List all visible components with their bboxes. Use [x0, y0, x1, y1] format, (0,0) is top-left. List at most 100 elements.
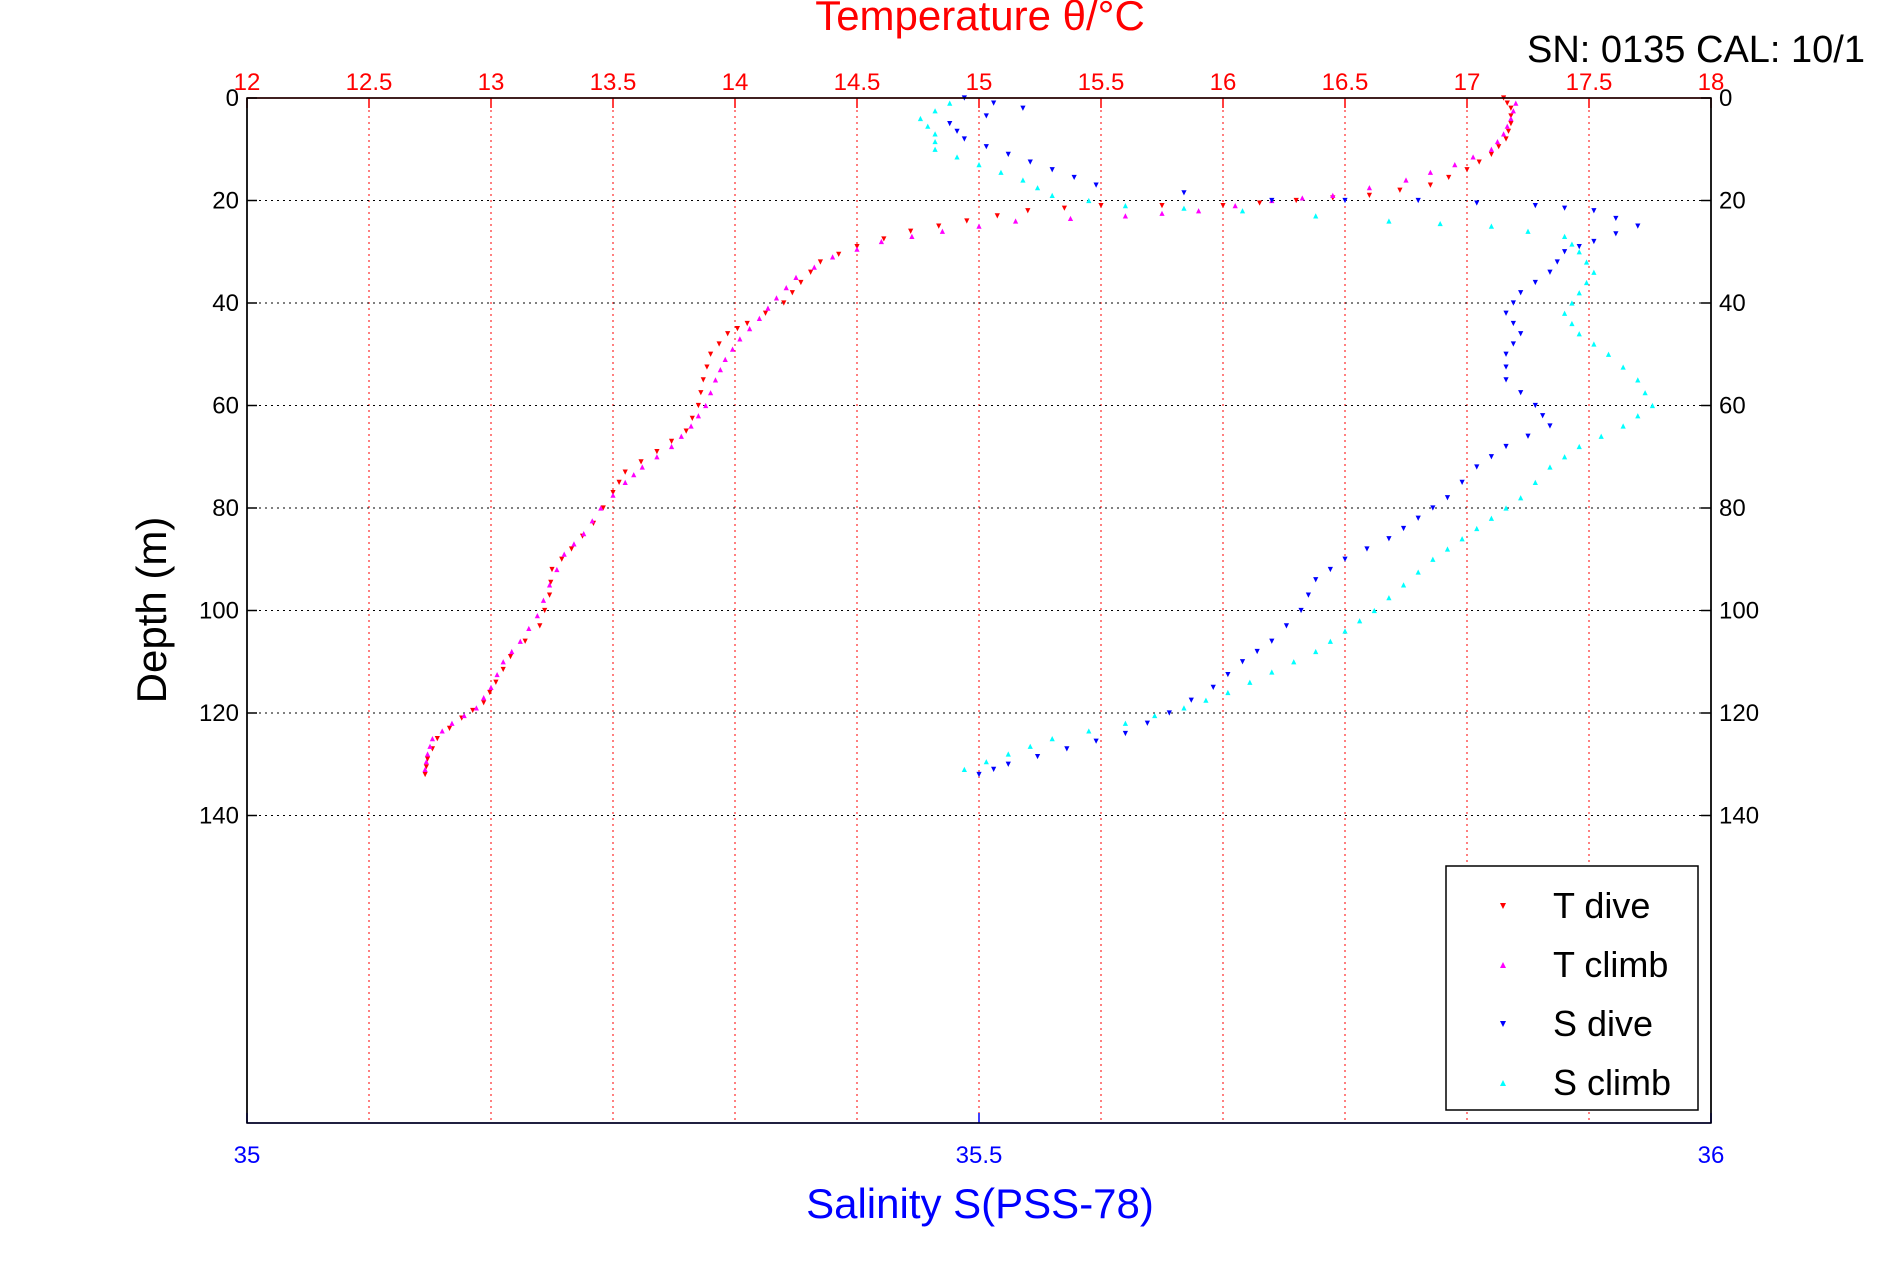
data-point: [1181, 190, 1187, 196]
data-point: [1166, 710, 1172, 716]
data-point: [1005, 751, 1011, 757]
data-point: [638, 459, 644, 465]
temperature-tick-label: 14: [722, 69, 749, 96]
data-point: [1503, 377, 1509, 383]
chart-title: Temperature θ/°C: [815, 0, 1145, 39]
data-point: [1403, 177, 1409, 183]
data-point: [422, 766, 428, 772]
data-point: [1313, 213, 1319, 219]
data-point: [1474, 200, 1480, 206]
data-point: [881, 236, 887, 242]
data-point: [1525, 228, 1531, 234]
data-point: [909, 233, 915, 239]
data-point: [571, 541, 577, 547]
data-point: [1510, 108, 1516, 114]
data-point: [1430, 505, 1436, 511]
data-point: [559, 556, 565, 562]
data-point: [1518, 331, 1524, 337]
data-point: [1540, 413, 1546, 419]
data-point: [762, 310, 769, 316]
data-point: [1225, 671, 1231, 678]
data-point: [878, 238, 884, 245]
data-point: [1501, 131, 1507, 137]
data-point: [439, 728, 445, 734]
depth-tick-label-right: 120: [1719, 700, 1759, 727]
temperature-axis: 12 12.5 13 13.5 14 14.5 15 15.5 16 16.5 17 17.5 18: [234, 69, 1724, 108]
temperature-tick-label: 15.5: [1078, 69, 1125, 96]
data-point: [427, 743, 433, 749]
data-point: [1122, 203, 1128, 209]
data-point: [1093, 738, 1099, 744]
data-point: [1327, 638, 1333, 644]
data-point: [654, 449, 660, 455]
data-point: [554, 566, 560, 573]
data-point: [991, 100, 997, 106]
data-point: [936, 223, 942, 229]
data-point: [1620, 423, 1626, 429]
data-point: [517, 638, 523, 644]
data-point: [473, 705, 479, 711]
data-point: [811, 264, 817, 270]
data-point: [424, 751, 431, 757]
data-point: [1532, 479, 1538, 485]
data-point: [1488, 454, 1494, 460]
data-point: [639, 464, 645, 470]
data-point: [1476, 159, 1482, 165]
data-point: [678, 433, 684, 439]
depth-tick-label-left: 100: [199, 598, 239, 625]
data-point: [688, 423, 694, 429]
data-point: [1503, 443, 1509, 450]
data-point: [581, 531, 587, 537]
data-point: [500, 666, 506, 673]
data-point: [616, 479, 622, 485]
data-point: [540, 597, 547, 603]
depth-tick-label-left: 40: [212, 290, 239, 317]
data-point: [1181, 205, 1187, 211]
data-point: [744, 320, 750, 327]
data-point: [1291, 659, 1297, 665]
legend-marker: [1500, 1021, 1506, 1027]
data-point: [1554, 259, 1560, 265]
legend-label: T climb: [1553, 944, 1668, 985]
data-point: [1446, 174, 1452, 181]
series-s-dive: [947, 95, 1641, 778]
data-point: [537, 623, 543, 629]
data-point: [1474, 525, 1480, 532]
data-point: [526, 625, 532, 632]
data-point: [1225, 689, 1231, 696]
data-point: [1591, 208, 1597, 214]
depth-tick-label-right: 80: [1719, 495, 1746, 522]
data-point: [561, 551, 567, 557]
legend-label: S climb: [1553, 1062, 1671, 1103]
data-point: [481, 695, 487, 701]
data-point: [983, 113, 989, 119]
data-point: [917, 115, 924, 122]
data-point: [783, 285, 789, 291]
data-point: [1576, 249, 1582, 255]
depth-tick-label-right: 40: [1719, 290, 1746, 317]
data-point: [1503, 505, 1509, 511]
data-point: [1269, 669, 1275, 675]
data-point: [747, 326, 753, 332]
data-point: [1503, 351, 1509, 357]
data-point: [1459, 536, 1465, 542]
temperature-tick-label: 12.5: [346, 69, 393, 96]
data-point: [961, 136, 967, 142]
data-point: [1525, 433, 1531, 439]
data-point: [494, 671, 500, 678]
data-point: [1093, 182, 1099, 188]
depth-tick-label-right: 0: [1719, 85, 1732, 112]
data-point: [1488, 223, 1494, 229]
data-point: [976, 771, 982, 778]
legend-marker: [1500, 1080, 1506, 1086]
data-point: [1569, 300, 1575, 306]
legend-label: S dive: [1553, 1003, 1653, 1044]
data-point: [961, 766, 967, 772]
data-point: [1027, 159, 1033, 165]
data-point: [1196, 208, 1202, 214]
temperature-tick-label: 15: [966, 69, 993, 96]
data-point: [1342, 556, 1348, 562]
data-point: [925, 123, 931, 129]
data-point: [610, 492, 616, 498]
data-point: [1583, 259, 1590, 265]
